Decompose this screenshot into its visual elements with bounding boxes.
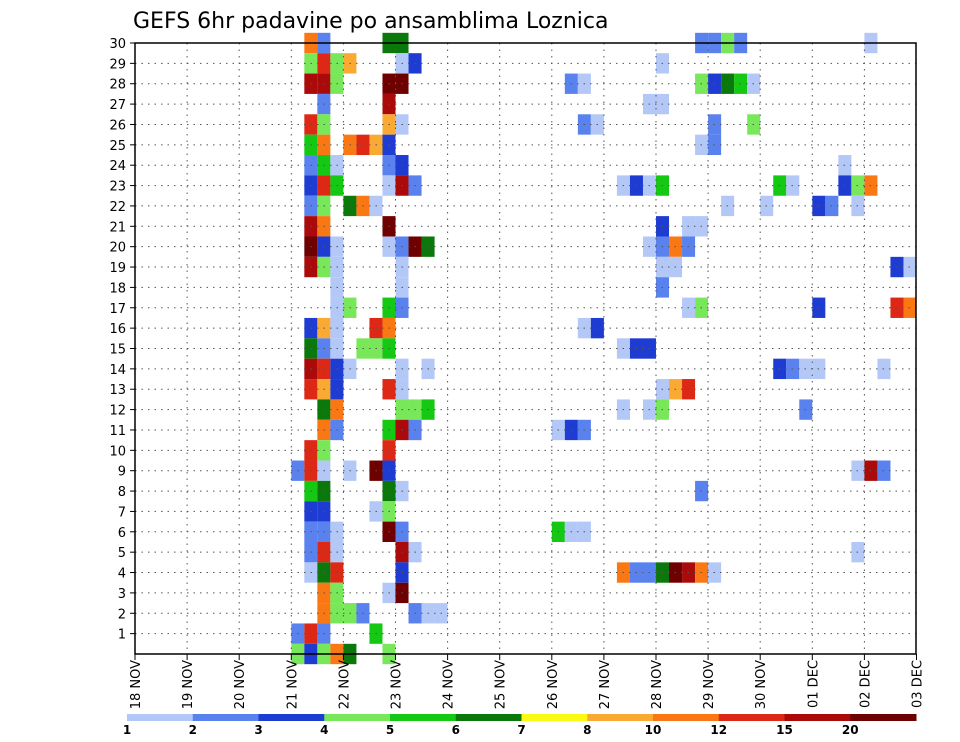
- y-tick-label: 21: [109, 220, 126, 235]
- y-axis: 1234567891011121314151617181920212223242…: [109, 37, 135, 643]
- colorbar-label: 12: [710, 723, 727, 737]
- colorbar-swatch: [784, 714, 851, 721]
- x-tick-label: 26 NOV: [546, 660, 561, 709]
- y-tick-label: 14: [109, 363, 126, 378]
- colorbar-label: 2: [189, 723, 197, 737]
- y-tick-label: 27: [109, 98, 126, 113]
- x-tick-label: 27 NOV: [598, 660, 613, 709]
- x-tick-label: 29 NOV: [702, 660, 717, 709]
- plot-frame: [134, 42, 917, 655]
- x-tick-label: 01 DEC: [806, 660, 821, 708]
- y-tick-label: 28: [109, 78, 126, 93]
- colorbar-label: 4: [320, 723, 328, 737]
- colorbar-swatch: [324, 714, 391, 721]
- x-tick-label: 23 NOV: [390, 660, 405, 709]
- colorbar-label: 5: [386, 723, 394, 737]
- y-tick-label: 11: [109, 424, 126, 439]
- y-tick-label: 4: [118, 567, 126, 582]
- y-tick-label: 10: [109, 444, 126, 459]
- y-tick-label: 3: [118, 587, 126, 602]
- colorbar-label: 20: [842, 723, 859, 737]
- colorbar-label: 10: [645, 723, 662, 737]
- y-tick-label: 12: [109, 404, 126, 419]
- x-tick-label: 03 DEC: [911, 660, 926, 708]
- colorbar-label: 15: [776, 723, 793, 737]
- x-tick-label: 24 NOV: [442, 660, 457, 709]
- y-tick-label: 26: [109, 118, 126, 133]
- colorbar-swatch: [653, 714, 720, 721]
- x-tick-label: 22 NOV: [337, 660, 352, 709]
- y-tick-label: 29: [109, 57, 126, 72]
- x-tick-label: 20 NOV: [233, 660, 248, 709]
- x-tick-label: 30 NOV: [754, 660, 769, 709]
- y-tick-label: 16: [109, 322, 126, 337]
- colorbar-label: 1: [123, 723, 131, 737]
- x-tick-label: 02 DEC: [858, 660, 873, 708]
- colorbar-swatch: [390, 714, 457, 721]
- colorbar-label: 8: [583, 723, 591, 737]
- colorbar-label: 3: [254, 723, 262, 737]
- y-tick-label: 9: [118, 465, 126, 480]
- colorbar-swatch: [192, 714, 259, 721]
- colorbar-label: 6: [452, 723, 460, 737]
- y-tick-label: 1: [118, 628, 126, 643]
- y-tick-label: 7: [118, 505, 126, 520]
- y-tick-label: 30: [109, 37, 126, 52]
- y-tick-label: 25: [109, 139, 126, 154]
- y-tick-label: 24: [109, 159, 126, 174]
- y-tick-label: 19: [109, 261, 126, 276]
- chart-title: GEFS 6hr padavine po ansamblima Loznica: [133, 9, 608, 34]
- y-tick-label: 6: [118, 526, 126, 541]
- colorbar-swatch: [850, 714, 917, 721]
- y-tick-label: 20: [109, 241, 126, 256]
- x-tick-label: 21 NOV: [285, 660, 300, 709]
- colorbar-swatch: [455, 714, 522, 721]
- x-tick-label: 25 NOV: [494, 660, 509, 709]
- y-tick-label: 18: [109, 281, 126, 296]
- y-tick-label: 13: [109, 383, 126, 398]
- y-tick-label: 8: [118, 485, 126, 500]
- colorbar-swatch: [587, 714, 654, 721]
- colorbar-label: 7: [517, 723, 525, 737]
- x-tick-label: 28 NOV: [650, 660, 665, 709]
- colorbar-swatch: [718, 714, 785, 721]
- y-tick-label: 15: [109, 343, 126, 358]
- y-tick-label: 5: [118, 546, 126, 561]
- y-tick-label: 17: [109, 302, 126, 317]
- x-tick-label: 18 NOV: [129, 660, 144, 709]
- y-tick-label: 2: [118, 607, 126, 622]
- colorbar: 1 2 3 4 5 6 7 8 10 12 15 20: [123, 714, 917, 737]
- y-tick-label: 22: [109, 200, 126, 215]
- colorbar-swatch: [521, 714, 588, 721]
- colorbar-swatch: [258, 714, 325, 721]
- x-axis: 18 NOV 19 NOV 20 NOV 21 NOV 22 NOV 23 NOV 24 N…: [129, 654, 926, 709]
- colorbar-swatch: [127, 714, 194, 721]
- x-tick-label: 19 NOV: [181, 660, 196, 709]
- y-tick-label: 23: [109, 180, 126, 195]
- grid-lines: [135, 42, 916, 654]
